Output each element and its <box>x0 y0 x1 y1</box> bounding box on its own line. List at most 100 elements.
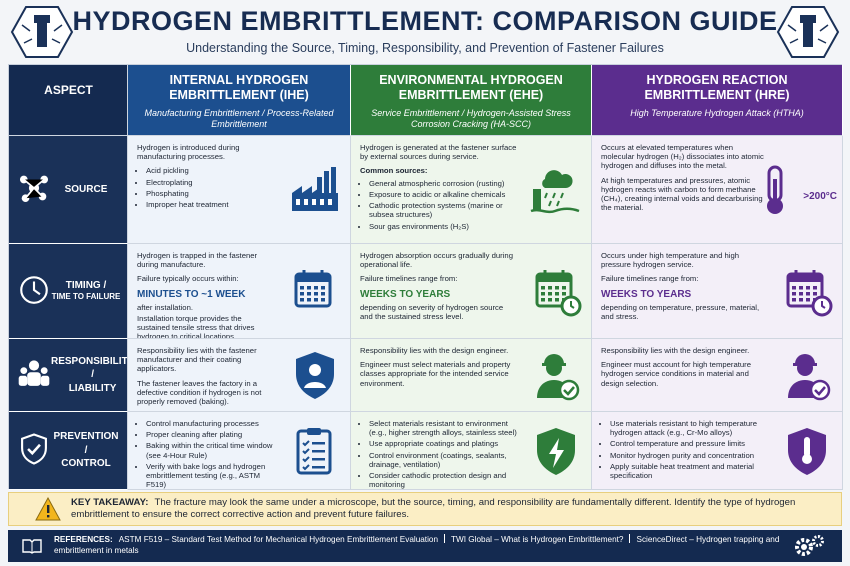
paragraph: Failure timelines range from: <box>601 274 699 284</box>
column-subtitle: Manufacturing Embrittlement / Process-Re… <box>144 108 334 130</box>
column-header: HYDROGEN REACTION EMBRITTLEMENT (HRE) Hig… <box>592 65 843 136</box>
paragraph: Responsibility lies with the design engi… <box>601 346 750 355</box>
aspect-label: SOURCE <box>51 183 121 197</box>
cell-content: Responsibility lies with the design engi… <box>360 346 517 388</box>
takeaway-label: KEY TAKEAWAY: <box>71 497 149 508</box>
comparison-cell: Occurs under high temperature and high p… <box>592 244 843 339</box>
paragraph: Responsibility lies with the fastener ma… <box>137 346 257 374</box>
paragraph: Occurs under high temperature and high p… <box>601 251 740 270</box>
aspect-label: RESPONSIBILITY / LIABILITY <box>51 355 128 396</box>
aspect-cell: RESPONSIBILITY / LIABILITY <box>9 339 128 412</box>
cell-icon <box>535 270 582 317</box>
aspect-label: TIMING / TIME TO FAILURE <box>51 279 121 303</box>
bullet-item: Phosphating <box>146 189 276 198</box>
comparison-cell: Responsibility lies with the design engi… <box>351 339 592 412</box>
bullet-item: Consider cathodic protection design and … <box>369 471 517 489</box>
comparison-cell: Responsibility lies with the design engi… <box>592 339 843 412</box>
paragraph: Hydrogen is trapped in the fastener duri… <box>137 251 258 270</box>
paragraph: Responsibility lies with the design engi… <box>360 346 509 355</box>
cell-icon <box>788 354 831 401</box>
column-title: ENVIRONMENTAL HYDROGEN EMBRITTLEMENT (EH… <box>379 73 563 102</box>
paragraph: Engineer must account for high temperatu… <box>601 360 751 388</box>
cell-icon <box>537 427 575 475</box>
aspect-label-line: LIABILITY <box>68 382 117 394</box>
references-label: REFERENCES: <box>54 535 113 544</box>
bullet-item: Verify with bake logs and hydrogen embri… <box>146 462 276 489</box>
bullet-item: Proper cleaning after plating <box>146 430 276 439</box>
paragraph: Failure timelines range from: <box>360 274 458 284</box>
bullet-item: Monitor hydrogen purity and concentratio… <box>610 451 768 460</box>
comparison-cell: Responsibility lies with the fastener ma… <box>128 339 351 412</box>
bullet-item: Electroplating <box>146 178 276 187</box>
aspect-cell: TIMING / TIME TO FAILURE <box>9 244 128 339</box>
bullet-item: Use materials resistant to high temperat… <box>610 419 768 437</box>
aspect-icon <box>17 357 51 393</box>
reference-item: ASTM F519 – Standard Test Method for Mec… <box>118 535 439 544</box>
paragraph: Hydrogen is generated at the fastener su… <box>360 143 517 162</box>
bullet-list: Select materials resistant to environmen… <box>360 419 517 489</box>
comparison-cell: Use materials resistant to high temperat… <box>592 412 843 490</box>
bullet-item: Control temperature and pressure limits <box>610 439 768 448</box>
column-title: INTERNAL HYDROGEN EMBRITTLEMENT (IHE) <box>169 73 309 102</box>
paragraph: depending on severity of hydrogen source… <box>360 302 504 321</box>
cell-content: Hydrogen absorption occurs gradually dur… <box>360 251 517 321</box>
highlight: WEEKS TO YEARS <box>601 288 692 300</box>
reference-item: ScienceDirect – Hydrogen trapping and em… <box>54 535 780 556</box>
column-subtitle: Service Embrittlement / Hydrogen-Assiste… <box>371 108 571 130</box>
aspect-label-line: RESPONSIBILITY / <box>51 355 128 381</box>
aspect-icon <box>17 273 51 309</box>
aspect-label-line: TIMING / <box>65 279 107 291</box>
column-header: INTERNAL HYDROGEN EMBRITTLEMENT (IHE) Man… <box>128 65 351 136</box>
bullet-item: General atmospheric corrosion (rusting) <box>369 179 517 188</box>
bullet-list: Acid pickling Electroplating Phosphating Im… <box>137 166 276 209</box>
comparison-cell: Select materials resistant to environmen… <box>351 412 592 490</box>
paragraph: The fastener leaves the factory in a def… <box>137 378 262 407</box>
comparison-cell: Hydrogen is introduced during manufactur… <box>128 136 351 244</box>
cell-content: Hydrogen is generated at the fastener su… <box>360 143 517 231</box>
bullet-list: Use materials resistant to high temperat… <box>601 419 768 480</box>
paragraph: Hydrogen absorption occurs gradually dur… <box>360 251 513 270</box>
cell-icon <box>296 427 332 474</box>
references: REFERENCES: ASTM F519 – Standard Test Met… <box>8 530 842 562</box>
key-takeaway: KEY TAKEAWAY: The fracture may look the s… <box>8 492 842 526</box>
bullet-item: Use appropriate coatings and platings <box>369 439 517 448</box>
aspect-icon <box>17 171 51 207</box>
corner-header: ASPECT <box>9 65 128 136</box>
cell-icon <box>767 165 783 214</box>
paragraph: At high temperatures and pressures, atom… <box>601 175 763 213</box>
aspect-cell: SOURCE <box>9 136 128 244</box>
cell-content: Control manufacturing processes Proper cl… <box>137 419 276 489</box>
reference-list: ASTM F519 – Standard Test Method for Mec… <box>54 534 780 556</box>
comparison-cell: Occurs at elevated temperatures when mol… <box>592 136 843 244</box>
aspect-label: PREVENTION / CONTROL <box>51 430 121 471</box>
column-subtitle: High Temperature Hydrogen Attack (HTHA) <box>630 108 804 118</box>
bullet-item: Improper heat treatment <box>146 200 276 209</box>
paragraph: depending on temperature, pressure, mate… <box>601 302 760 321</box>
cell-content: Occurs at elevated temperatures when mol… <box>601 143 768 213</box>
bullet-item: Apply suitable heat treatment and materi… <box>610 462 768 480</box>
logo-right <box>776 6 840 58</box>
bullet-item: Baking within the critical time window (… <box>146 441 276 459</box>
cell-content: Responsibility lies with the design engi… <box>601 346 768 388</box>
bullet-item: Control environment (coatings, sealants,… <box>369 451 517 469</box>
cell-content: Use materials resistant to high temperat… <box>601 419 768 480</box>
bullet-list: Control manufacturing processes Proper cl… <box>137 419 276 489</box>
paragraph: Engineer must select materials and prope… <box>360 360 511 388</box>
cell-content: Hydrogen is trapped in the fastener duri… <box>137 251 276 338</box>
cell-content: Occurs under high temperature and high p… <box>601 251 768 321</box>
cell-content: Select materials resistant to environmen… <box>360 419 517 489</box>
takeaway-text: The fracture may look the same under a m… <box>71 497 796 521</box>
cell-icon <box>294 270 332 308</box>
comparison-cell: Control manufacturing processes Proper cl… <box>128 412 351 490</box>
bullet-item: Cathodic protection systems (marine or s… <box>369 201 517 219</box>
cell-icon <box>786 270 833 317</box>
book-icon <box>22 539 42 554</box>
temperature-badge: >200°C <box>803 191 837 202</box>
gears-icon <box>795 535 824 556</box>
bullet-item: Control manufacturing processes <box>146 419 276 428</box>
aspect-label-line: SOURCE <box>64 183 108 195</box>
reference-item: TWI Global – What is Hydrogen Embrittlem… <box>451 535 624 544</box>
paragraph: Hydrogen is introduced during manufactur… <box>137 143 240 162</box>
comparison-cell: Hydrogen is trapped in the fastener duri… <box>128 244 351 339</box>
